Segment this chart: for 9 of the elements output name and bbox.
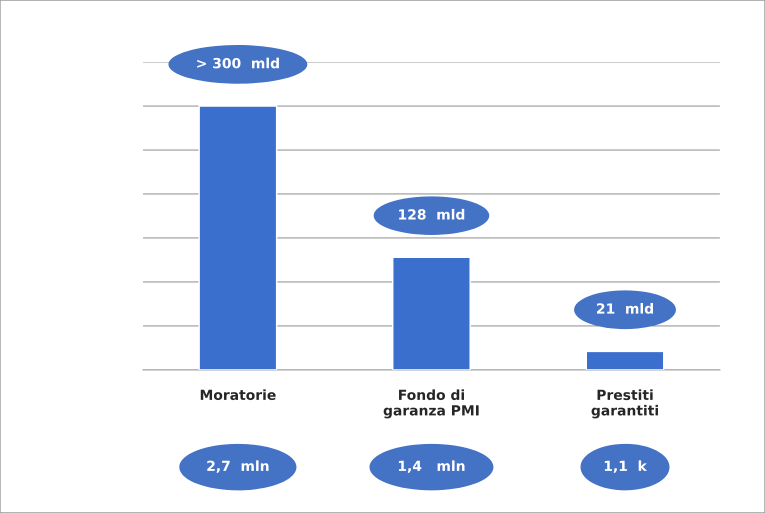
text: 1,1 k [604, 460, 648, 473]
data-label: 128 mld [399, 208, 464, 220]
data-label: 21 mld [597, 303, 653, 314]
data-label: > 300 mld [197, 58, 279, 68]
x-tick-label: Fondo di garanza PMI [384, 389, 479, 418]
text: 2,7 mln [207, 460, 269, 473]
text: 1,4 mln [398, 460, 464, 473]
x-tick-label: Prestiti garantiti [592, 389, 658, 418]
x-tick-label: Moratorie [200, 389, 276, 400]
